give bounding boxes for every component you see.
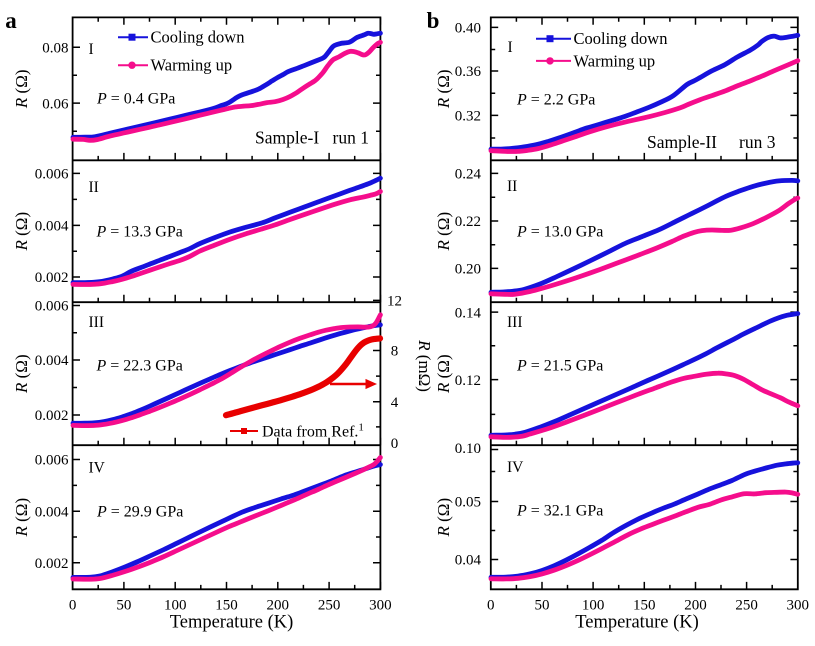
svg-text:0.40: 0.40 bbox=[455, 21, 481, 37]
svg-text:0.006: 0.006 bbox=[35, 167, 69, 183]
svg-text:150: 150 bbox=[633, 598, 656, 614]
svg-text:0: 0 bbox=[69, 598, 77, 614]
svg-text:0.004: 0.004 bbox=[35, 353, 69, 369]
svg-text:0.006: 0.006 bbox=[35, 453, 69, 469]
svg-text:250: 250 bbox=[318, 598, 341, 614]
svg-text:4: 4 bbox=[391, 395, 399, 411]
svg-text:P = 32.1 GPa: P = 32.1 GPa bbox=[516, 503, 603, 520]
svg-text:0: 0 bbox=[487, 598, 495, 614]
svg-text:0.14: 0.14 bbox=[455, 305, 482, 321]
svg-text:300: 300 bbox=[369, 598, 392, 614]
svg-text:R (Ω): R (Ω) bbox=[434, 69, 453, 109]
svg-text:0.36: 0.36 bbox=[455, 64, 482, 80]
svg-text:P = 13.3 GPa: P = 13.3 GPa bbox=[96, 224, 183, 241]
svg-text:P = 2.2 GPa: P = 2.2 GPa bbox=[516, 92, 595, 109]
svg-text:100: 100 bbox=[582, 598, 605, 614]
svg-text:200: 200 bbox=[267, 598, 290, 614]
svg-text:50: 50 bbox=[116, 598, 131, 614]
svg-text:50: 50 bbox=[535, 598, 550, 614]
svg-text:0.004: 0.004 bbox=[35, 504, 69, 520]
svg-text:III: III bbox=[89, 314, 105, 331]
svg-text:0.20: 0.20 bbox=[455, 262, 481, 278]
svg-text:Sample-I: Sample-I bbox=[255, 128, 319, 148]
svg-text:P = 21.5 GPa: P = 21.5 GPa bbox=[516, 358, 603, 375]
svg-text:P = 29.9 GPa: P = 29.9 GPa bbox=[96, 504, 183, 521]
svg-text:II: II bbox=[89, 179, 99, 196]
svg-text:200: 200 bbox=[684, 598, 707, 614]
svg-text:P = 0.4 GPa: P = 0.4 GPa bbox=[96, 91, 175, 108]
svg-text:0.22: 0.22 bbox=[455, 214, 481, 230]
svg-text:run 1: run 1 bbox=[333, 128, 369, 148]
svg-text:P = 22.3 GPa: P = 22.3 GPa bbox=[96, 358, 183, 375]
svg-text:150: 150 bbox=[215, 598, 238, 614]
svg-text:Warming up: Warming up bbox=[574, 51, 656, 70]
svg-text:0.10: 0.10 bbox=[455, 441, 481, 457]
svg-text:R (mΩ): R (mΩ) bbox=[415, 339, 434, 392]
svg-text:0.002: 0.002 bbox=[35, 556, 69, 572]
svg-text:100: 100 bbox=[164, 598, 187, 614]
svg-text:Cooling down: Cooling down bbox=[574, 29, 668, 48]
svg-text:0.004: 0.004 bbox=[35, 219, 69, 235]
svg-text:0.24: 0.24 bbox=[455, 167, 482, 183]
svg-text:0.32: 0.32 bbox=[455, 109, 481, 125]
svg-text:R (Ω): R (Ω) bbox=[434, 498, 453, 538]
svg-text:III: III bbox=[507, 314, 523, 331]
svg-text:Warming up: Warming up bbox=[151, 56, 233, 75]
svg-text:R (Ω): R (Ω) bbox=[12, 498, 31, 538]
svg-text:I: I bbox=[89, 41, 94, 58]
svg-text:0.08: 0.08 bbox=[42, 40, 68, 56]
svg-text:0.06: 0.06 bbox=[42, 96, 69, 112]
svg-text:run 3: run 3 bbox=[739, 132, 776, 152]
svg-text:0.002: 0.002 bbox=[35, 408, 69, 424]
svg-text:R (Ω): R (Ω) bbox=[12, 69, 31, 109]
svg-text:R (Ω): R (Ω) bbox=[12, 212, 31, 252]
svg-text:b: b bbox=[427, 8, 440, 33]
svg-text:Temperature (K): Temperature (K) bbox=[575, 613, 699, 633]
svg-text:300: 300 bbox=[787, 598, 810, 614]
svg-text:Temperature (K): Temperature (K) bbox=[170, 613, 294, 633]
svg-text:IV: IV bbox=[507, 459, 524, 476]
svg-text:0.006: 0.006 bbox=[35, 299, 69, 315]
svg-text:IV: IV bbox=[89, 460, 106, 477]
svg-text:0.05: 0.05 bbox=[455, 495, 481, 511]
svg-text:II: II bbox=[507, 178, 517, 195]
svg-text:P = 13.0 GPa: P = 13.0 GPa bbox=[516, 224, 603, 241]
svg-text:250: 250 bbox=[735, 598, 758, 614]
svg-text:Sample-II: Sample-II bbox=[647, 132, 717, 152]
svg-text:8: 8 bbox=[391, 344, 399, 360]
svg-text:Cooling down: Cooling down bbox=[151, 28, 245, 47]
svg-text:R (Ω): R (Ω) bbox=[12, 354, 31, 394]
svg-text:Data from Ref.1: Data from Ref.1 bbox=[262, 422, 364, 441]
svg-text:I: I bbox=[508, 39, 513, 56]
svg-text:12: 12 bbox=[387, 294, 402, 310]
svg-text:0: 0 bbox=[391, 436, 399, 452]
svg-text:R (Ω): R (Ω) bbox=[434, 354, 453, 394]
svg-text:a: a bbox=[5, 8, 17, 33]
svg-text:0.04: 0.04 bbox=[455, 553, 482, 569]
svg-text:0.002: 0.002 bbox=[35, 270, 69, 286]
svg-text:R (Ω): R (Ω) bbox=[434, 212, 453, 252]
svg-text:0.12: 0.12 bbox=[455, 373, 481, 389]
